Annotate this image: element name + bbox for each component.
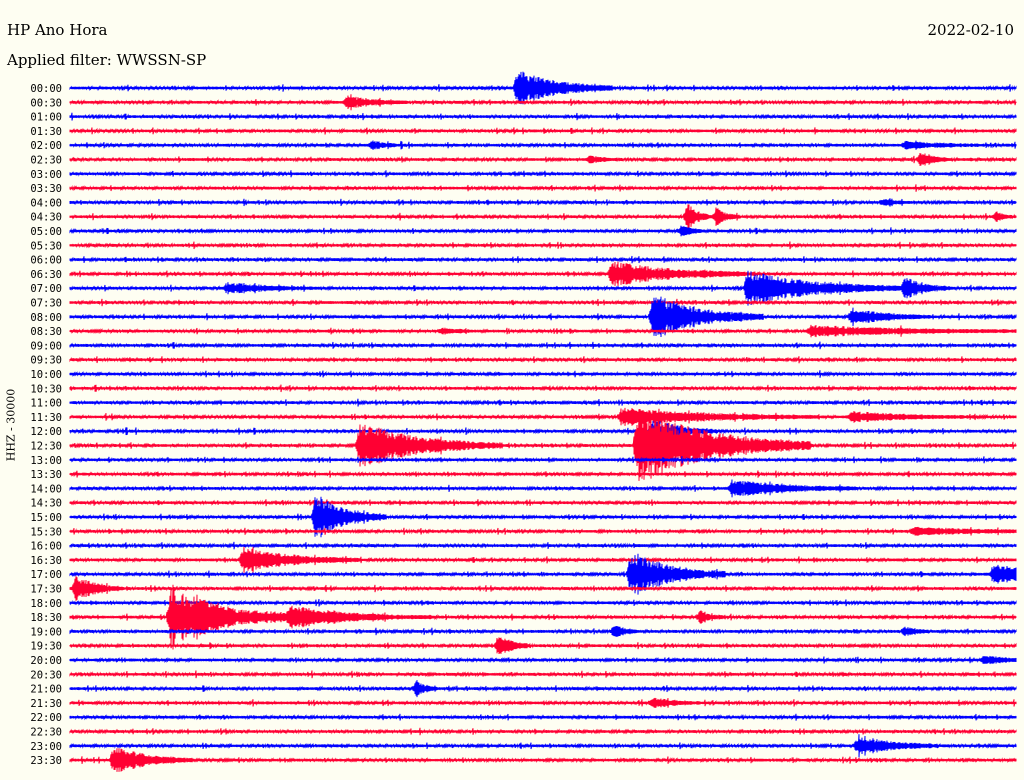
trace-time-label: 18:30 <box>30 612 62 624</box>
date-label: 2022-02-10 <box>927 21 1014 39</box>
trace-time-label: 15:00 <box>30 512 62 524</box>
trace-time-label: 20:00 <box>30 655 62 667</box>
trace-time-label: 14:00 <box>30 483 62 495</box>
trace-time-label: 06:30 <box>30 269 62 281</box>
trace-time-label: 23:00 <box>30 741 62 753</box>
trace-time-label: 13:00 <box>30 455 62 467</box>
trace-time-label: 05:30 <box>30 240 62 252</box>
trace-time-label: 00:30 <box>30 97 62 109</box>
trace-time-label: 04:00 <box>30 197 62 209</box>
trace-time-label: 11:00 <box>30 398 62 410</box>
trace-time-label: 21:00 <box>30 684 62 696</box>
trace-time-label: 12:30 <box>30 441 62 453</box>
trace-time-label: 14:30 <box>30 498 62 510</box>
trace-time-label: 07:30 <box>30 298 62 310</box>
trace-time-label: 20:30 <box>30 669 62 681</box>
trace-time-label: 09:30 <box>30 355 62 367</box>
trace-time-label: 01:00 <box>30 112 62 124</box>
trace-time-label: 19:00 <box>30 626 62 638</box>
trace-time-label: 17:00 <box>30 569 62 581</box>
trace-time-label: 05:00 <box>30 226 62 238</box>
trace-time-label: 12:00 <box>30 426 62 438</box>
trace-time-label: 10:30 <box>30 383 62 395</box>
trace-time-label: 18:00 <box>30 598 62 610</box>
trace-time-label: 11:30 <box>30 412 62 424</box>
trace-time-label: 00:00 <box>30 83 62 95</box>
station-title: HP Ano Hora <box>7 21 108 39</box>
trace-time-label: 10:00 <box>30 369 62 381</box>
trace-time-label: 04:30 <box>30 212 62 224</box>
trace-time-label: 19:30 <box>30 641 62 653</box>
trace-time-label: 17:30 <box>30 584 62 596</box>
trace-time-label: 03:00 <box>30 169 62 181</box>
trace-time-label: 08:00 <box>30 312 62 324</box>
trace-time-label: 09:00 <box>30 340 62 352</box>
trace-time-label: 22:30 <box>30 727 62 739</box>
trace-time-label: 16:00 <box>30 541 62 553</box>
trace-time-label: 02:00 <box>30 140 62 152</box>
trace-time-label: 01:30 <box>30 126 62 138</box>
trace-time-label: 06:00 <box>30 255 62 267</box>
trace-time-label: 22:00 <box>30 712 62 724</box>
trace-time-label: 13:30 <box>30 469 62 481</box>
trace-time-label: 02:30 <box>30 155 62 167</box>
trace-time-label: 08:30 <box>30 326 62 338</box>
trace-time-label: 16:30 <box>30 555 62 567</box>
trace-time-label: 03:30 <box>30 183 62 195</box>
trace-time-label: 15:30 <box>30 526 62 538</box>
trace-time-label: 23:30 <box>30 755 62 767</box>
trace-time-label: 21:30 <box>30 698 62 710</box>
trace-time-label: 07:00 <box>30 283 62 295</box>
filter-label: Applied filter: WWSSN-SP <box>7 51 207 69</box>
